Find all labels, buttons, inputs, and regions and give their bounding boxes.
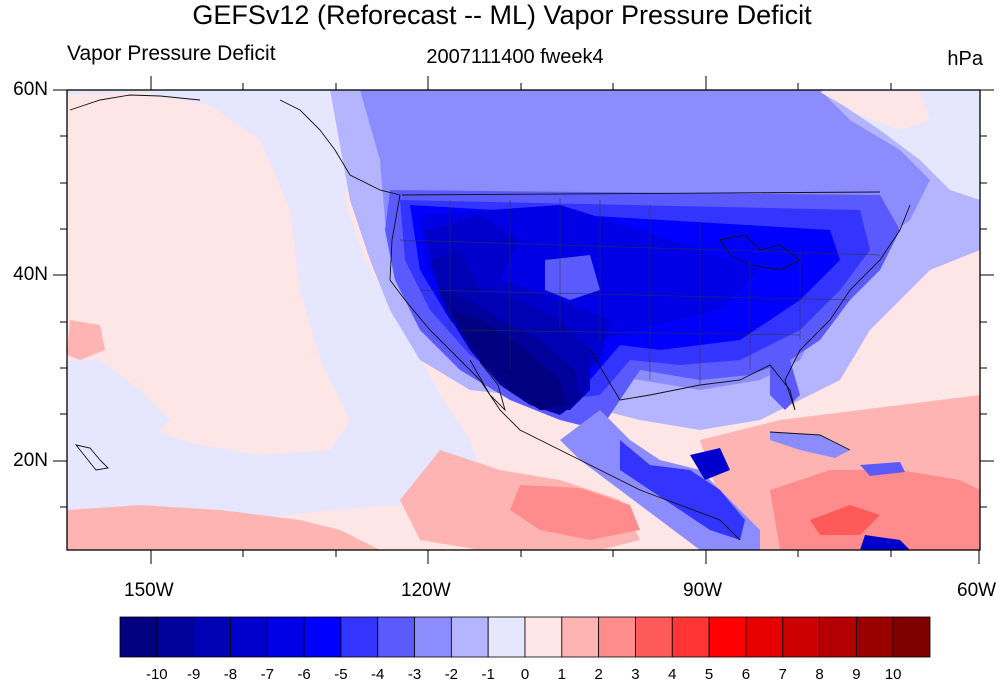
colorbar xyxy=(119,616,931,658)
colorbar-swatch xyxy=(855,616,894,658)
colorbar-swatch xyxy=(524,616,563,658)
map-field xyxy=(67,90,980,550)
colorbar-swatch xyxy=(119,616,158,658)
colorbar-swatch xyxy=(561,616,600,658)
colorbar-swatch xyxy=(892,616,931,658)
colorbar-swatch xyxy=(377,616,415,658)
lon-label-150w: 150W xyxy=(124,580,174,601)
colorbar-swatch xyxy=(487,616,526,658)
colorbar-swatch xyxy=(230,616,268,658)
axis-ticks xyxy=(53,76,994,564)
colorbar-tick-label: 7 xyxy=(779,666,787,683)
colorbar-swatch xyxy=(193,616,231,658)
lon-label-90w: 90W xyxy=(683,580,723,601)
colorbar-tick-label: 5 xyxy=(705,666,713,683)
colorbar-tick-label: 8 xyxy=(815,666,823,683)
lat-label-20n: 20N xyxy=(13,450,48,471)
lon-label-60w: 60W xyxy=(957,580,997,601)
colorbar-tick-label: 4 xyxy=(668,666,676,683)
colorbar-tick-label: 9 xyxy=(852,666,860,683)
forecast-time-label: 2007111400 fweek4 xyxy=(426,46,604,68)
colorbar-swatch xyxy=(635,616,673,658)
colorbar-tick-label: 0 xyxy=(521,666,529,683)
colorbar-tick-label: 6 xyxy=(742,666,750,683)
colorbar-swatch xyxy=(745,616,784,658)
lon-label-120w: 120W xyxy=(401,580,451,601)
colorbar-swatch xyxy=(156,616,195,658)
colorbar-swatch xyxy=(782,616,820,658)
colorbar-swatch xyxy=(598,616,636,658)
colorbar-tick-label: 2 xyxy=(594,666,602,683)
units-label: hPa xyxy=(947,48,983,70)
variable-label: Vapor Pressure Deficit xyxy=(67,42,276,65)
colorbar-tick-label: -6 xyxy=(297,666,310,683)
lat-label-60n: 60N xyxy=(13,79,48,100)
colorbar-swatch xyxy=(340,616,379,658)
colorbar-tick-label: -7 xyxy=(261,666,274,683)
colorbar-tick-label: -8 xyxy=(224,666,237,683)
colorbar-tick-label: -2 xyxy=(445,666,458,683)
state-boundaries xyxy=(399,198,881,385)
colorbar-swatch xyxy=(303,616,342,658)
colorbar-tick-label: -9 xyxy=(187,666,200,683)
coastlines xyxy=(69,94,911,541)
colorbar-swatch xyxy=(671,616,710,658)
colorbar-tick-label: 3 xyxy=(631,666,639,683)
colorbar-labels: -10 -9 -8 -7 -6 -5 -4 -3 -2 -1 0 1 2 3 4 5 6 7 8 9 10 xyxy=(146,666,902,683)
colorbar-tick-label: -3 xyxy=(408,666,421,683)
colorbar-swatch xyxy=(266,616,305,658)
lat-label-40n: 40N xyxy=(13,264,48,285)
colorbar-tick-label: -10 xyxy=(146,666,168,683)
colorbar-tick-label: 1 xyxy=(558,666,566,683)
colorbar-tick-label: 10 xyxy=(885,666,902,683)
map-title: GEFSv12 (Reforecast -- ML) Vapor Pressur… xyxy=(192,0,812,30)
colorbar-swatch xyxy=(819,616,857,658)
map-frame xyxy=(66,89,981,551)
colorbar-swatch xyxy=(414,616,452,658)
colorbar-swatch xyxy=(708,616,747,658)
colorbar-swatch xyxy=(450,616,489,658)
colorbar-tick-label: -4 xyxy=(371,666,384,683)
colorbar-tick-label: -1 xyxy=(482,666,495,683)
colorbar-tick-label: -5 xyxy=(334,666,347,683)
